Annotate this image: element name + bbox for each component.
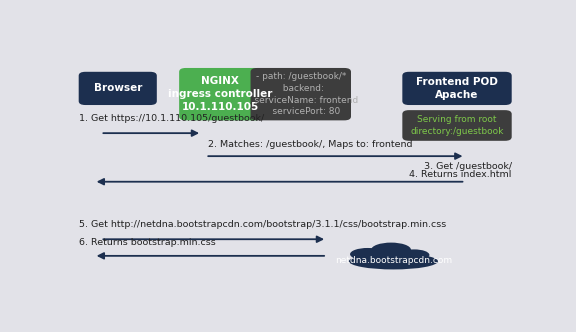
Ellipse shape bbox=[399, 249, 429, 261]
Text: Frontend POD
Apache: Frontend POD Apache bbox=[416, 77, 498, 100]
Text: - path: /guestbook/*
  backend:
    serviceName: frontend
    servicePort: 80: - path: /guestbook/* backend: serviceNam… bbox=[243, 72, 358, 116]
Text: 1. Get https://10.1.110.105/guestbook/: 1. Get https://10.1.110.105/guestbook/ bbox=[79, 114, 264, 123]
Ellipse shape bbox=[350, 248, 385, 260]
Text: 2. Matches: /guestbook/, Maps to: frontend: 2. Matches: /guestbook/, Maps to: fronte… bbox=[208, 140, 412, 149]
Text: 6. Returns bootstrap.min.css: 6. Returns bootstrap.min.css bbox=[79, 238, 215, 247]
FancyBboxPatch shape bbox=[79, 72, 157, 105]
FancyBboxPatch shape bbox=[402, 72, 511, 105]
Ellipse shape bbox=[354, 254, 433, 265]
Ellipse shape bbox=[371, 243, 411, 257]
Text: Browser: Browser bbox=[93, 83, 142, 93]
Text: Serving from root
directory:/guestbook: Serving from root directory:/guestbook bbox=[410, 115, 503, 136]
Text: NGINX
ingress controller
10.1.110.105: NGINX ingress controller 10.1.110.105 bbox=[168, 76, 272, 112]
Text: netdna.bootstrapcdn.com: netdna.bootstrapcdn.com bbox=[335, 256, 452, 265]
Text: 5. Get http://netdna.bootstrapcdn.com/bootstrap/3.1.1/css/bootstrap.min.css: 5. Get http://netdna.bootstrapcdn.com/bo… bbox=[79, 220, 446, 229]
Text: 4. Returns index.html: 4. Returns index.html bbox=[410, 170, 511, 179]
FancyBboxPatch shape bbox=[179, 68, 262, 121]
Ellipse shape bbox=[349, 253, 438, 270]
FancyBboxPatch shape bbox=[251, 68, 351, 121]
FancyBboxPatch shape bbox=[402, 110, 511, 141]
Text: 3. Get /guestbook/: 3. Get /guestbook/ bbox=[423, 162, 511, 172]
